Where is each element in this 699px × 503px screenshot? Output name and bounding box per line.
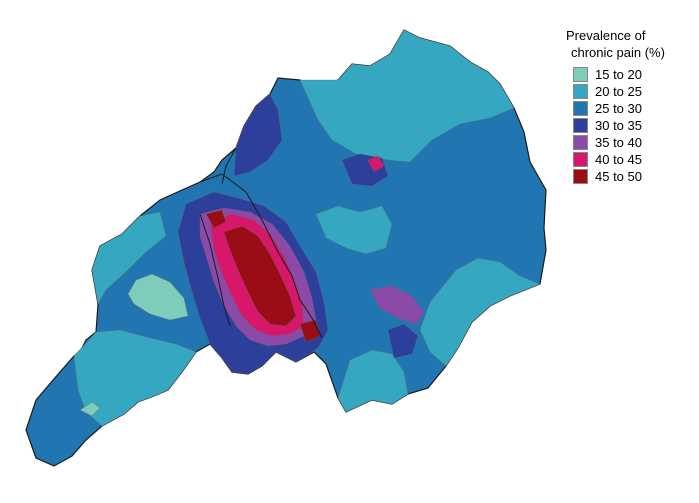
- legend-title: Prevalence of chronic pain (%): [566, 27, 665, 61]
- region-45-50-patch-south: [299, 319, 321, 343]
- legend-item: 25 to 30: [573, 100, 665, 117]
- legend-title-line1: Prevalence of: [566, 28, 646, 43]
- legend-swatch: [573, 169, 588, 184]
- legend-label: 20 to 25: [595, 84, 642, 99]
- region-20-25-southwest: [73, 329, 197, 427]
- legend-swatch: [573, 67, 588, 82]
- region-20-25-center: [315, 205, 393, 255]
- legend-label: 15 to 20: [595, 67, 642, 82]
- legend-item: 15 to 20: [573, 66, 665, 83]
- region-30-35-northwest: [233, 93, 283, 177]
- region-40-45-northeast: [367, 155, 385, 173]
- legend-item: 20 to 25: [573, 83, 665, 100]
- region-15-20-southwest: [79, 401, 101, 417]
- legend-swatch: [573, 84, 588, 99]
- district-border: [199, 213, 231, 327]
- legend-item: 40 to 45: [573, 151, 665, 168]
- region-45-50-core: [223, 225, 297, 327]
- legend-item: 30 to 35: [573, 117, 665, 134]
- legend-label: 45 to 50: [595, 169, 642, 184]
- region-45-50-patch-north: [205, 209, 227, 229]
- legend-swatch: [573, 118, 588, 133]
- legend-swatch: [573, 101, 588, 116]
- region-20-25-south: [337, 349, 409, 413]
- region-20-25-west: [91, 211, 167, 305]
- legend-label: 30 to 35: [595, 118, 642, 133]
- district-border: [221, 147, 237, 185]
- legend-label: 35 to 40: [595, 135, 642, 150]
- legend-label: 40 to 45: [595, 152, 642, 167]
- map-legend: Prevalence of chronic pain (%) 15 to 20 …: [566, 27, 665, 185]
- legend-item: 45 to 50: [573, 168, 665, 185]
- legend-title-line2: chronic pain (%): [571, 45, 665, 60]
- legend-label: 25 to 30: [595, 101, 642, 116]
- region-35-40-east: [369, 285, 425, 325]
- legend-item: 35 to 40: [573, 134, 665, 151]
- region-20-25-east: [419, 257, 541, 367]
- region-15-20-west: [127, 273, 189, 321]
- legend-swatch: [573, 152, 588, 167]
- region-30-35-south: [387, 323, 419, 359]
- legend-swatch: [573, 135, 588, 150]
- district-border: [199, 173, 323, 339]
- legend-items: 15 to 20 20 to 25 25 to 30 30 to 35 35 t…: [573, 66, 665, 185]
